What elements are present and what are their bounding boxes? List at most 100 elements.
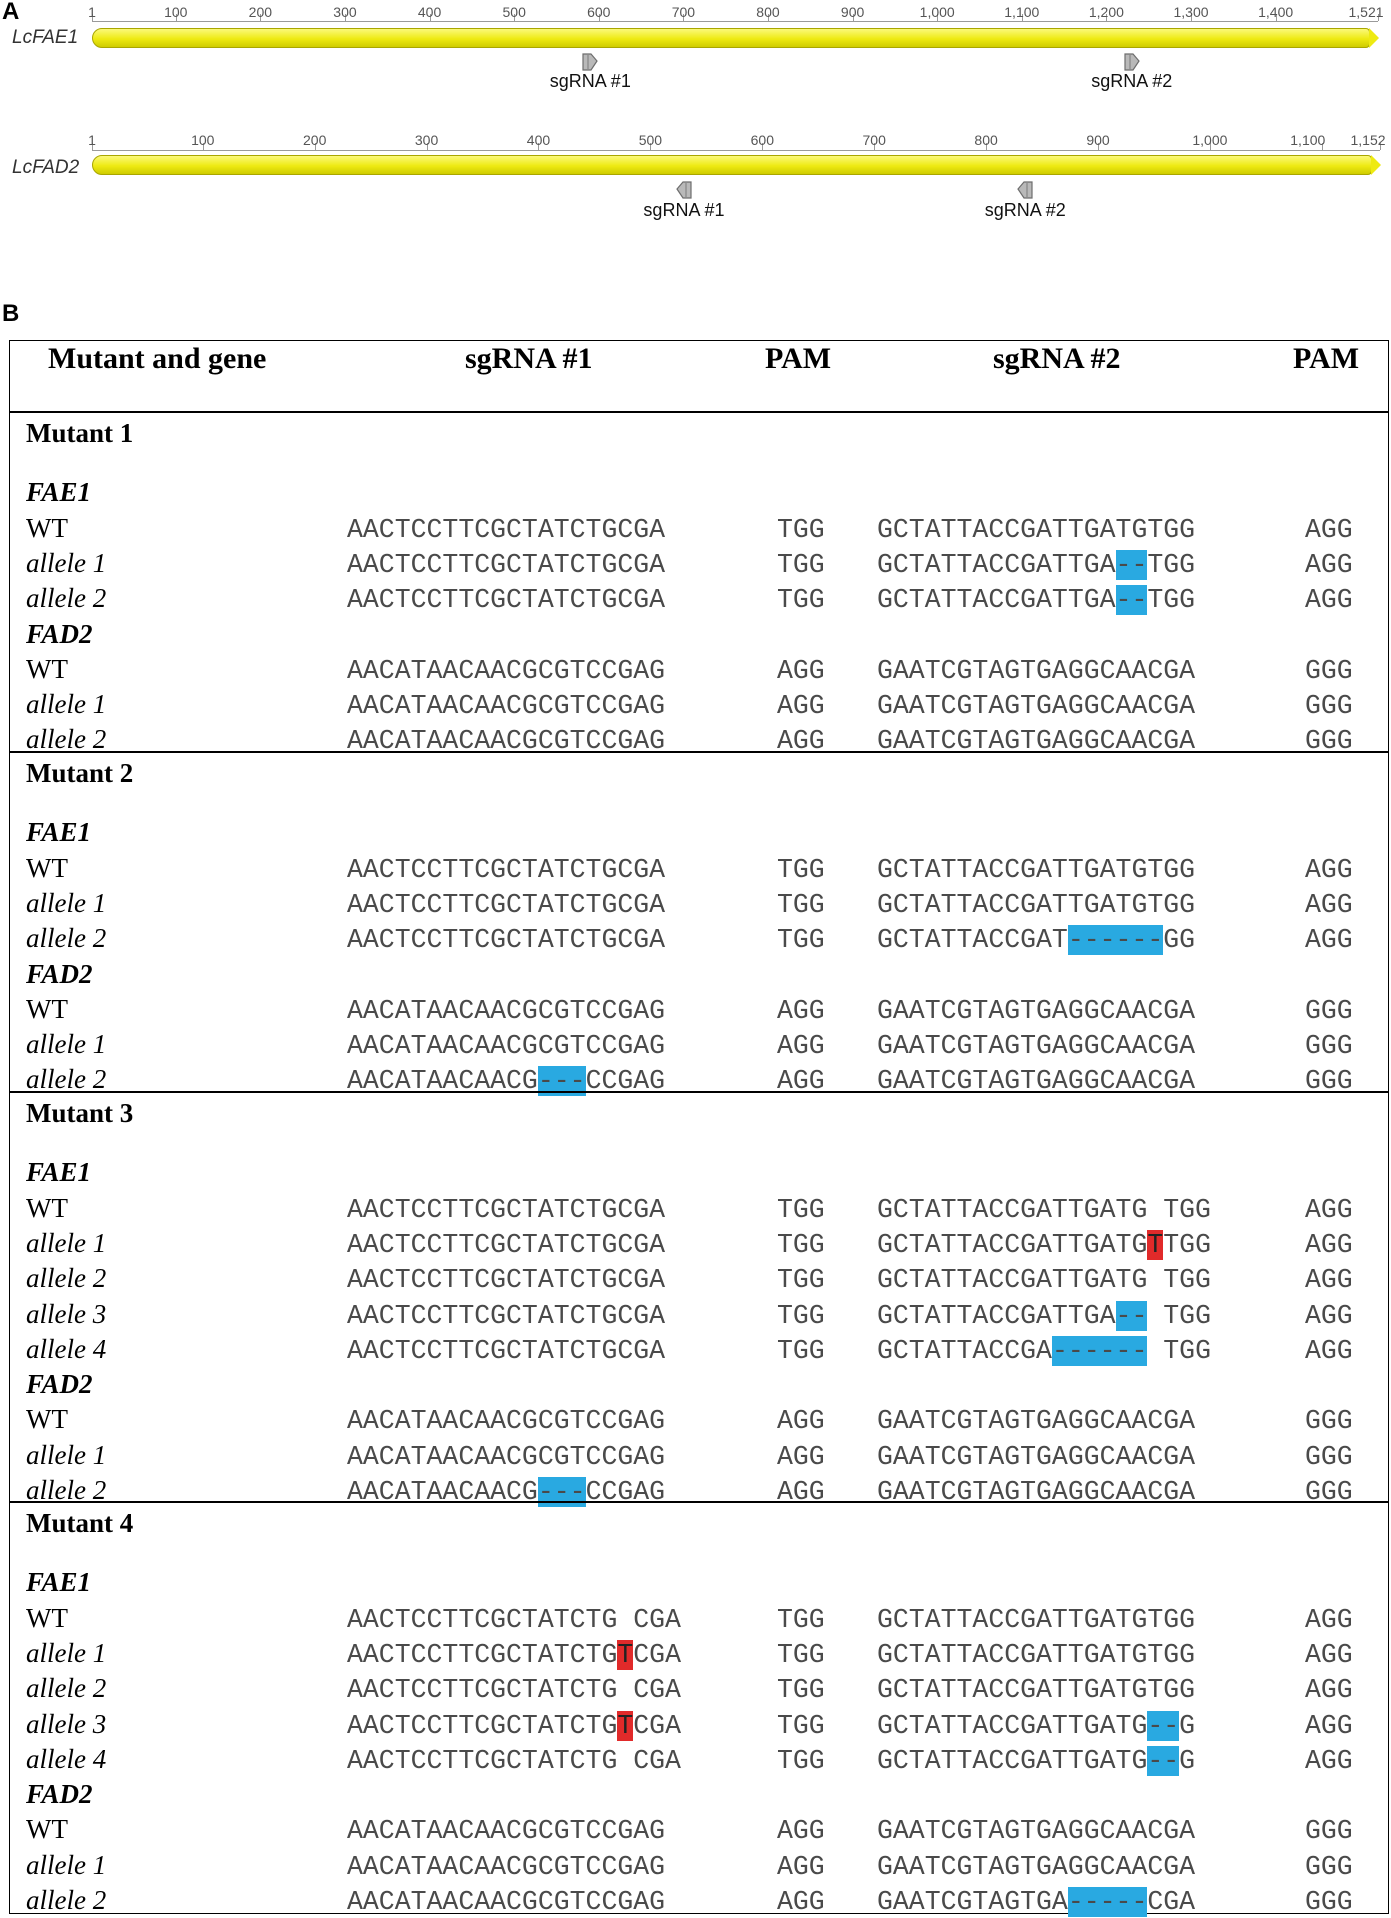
row-label: allele 2	[26, 583, 107, 614]
pam-sequence: AGG	[1305, 854, 1353, 885]
sequence-sgrna1: AACATAACAACGCGTCCGAG	[347, 1031, 666, 1062]
pam-sequence: AGG	[1305, 1675, 1353, 1706]
pam-sequence: GGG	[1305, 1816, 1353, 1847]
pam-sequence: AGG	[1305, 889, 1353, 920]
sequence-sgrna2: GAATCGTAGTGAGGCAACGA	[877, 655, 1196, 686]
sequence-sgrna1: AACTCCTTCGCTATCTGCGA	[347, 1335, 666, 1366]
sequence-sgrna2: GCTATTACCGATTGA--TGG	[877, 549, 1196, 580]
ruler-tick	[762, 143, 764, 150]
ruler-tick-label: 1,100	[1290, 132, 1326, 148]
ruler-tick-label: 1,000	[919, 4, 955, 20]
sequence-sgrna2: GAATCGTAGTGAGGCAACGA	[877, 1441, 1196, 1472]
ruler-tick	[344, 14, 346, 21]
sequence-sgrna1: AACATAACAACGCGTCCGAG	[347, 1406, 666, 1437]
sequence-sgrna1: AACATAACAACG---CCGAG	[347, 1477, 666, 1508]
sequence-sgrna1: AACTCCTTCGCTATCTGCGA	[347, 549, 666, 580]
gene-track-name: LcFAD2	[12, 157, 80, 178]
sequence-sgrna1: AACTCCTTCGCTATCTGCGA	[347, 585, 666, 616]
pam-sequence: AGG	[777, 995, 825, 1026]
row-label: allele 1	[26, 887, 107, 918]
sequence-sgrna2: GAATCGTAGTGAGGCAACGA	[877, 691, 1196, 722]
sequence-sgrna1: AACTCCTTCGCTATCTGCGA	[347, 1265, 666, 1296]
pam-sequence: TGG	[777, 1229, 825, 1260]
row-label: WT	[26, 1404, 68, 1435]
ruler-tick	[314, 143, 316, 150]
ruler-tick-label: 600	[750, 132, 774, 148]
pam-sequence: TGG	[777, 1639, 825, 1670]
row-label: allele 2	[26, 1263, 107, 1294]
row-label: allele 1	[26, 1849, 107, 1880]
ruler-tick	[1209, 143, 1211, 150]
sequence-sgrna1: AACTCCTTCGCTATCTGTCGA	[347, 1639, 681, 1670]
ruler-tick	[538, 143, 540, 150]
gene-label: FAE1	[26, 1157, 92, 1188]
row-label: WT	[26, 653, 68, 684]
ruler-tick-label: 300	[414, 132, 439, 148]
gene-track-name: LcFAE1	[12, 27, 79, 48]
header-pam-2: PAM	[1293, 342, 1360, 375]
ruler-tick	[1380, 143, 1381, 150]
gene-label: FAD2	[26, 1369, 93, 1400]
pam-sequence: AGG	[1305, 1639, 1353, 1670]
pam-sequence: GGG	[1305, 1477, 1353, 1508]
sequence-sgrna1: AACTCCTTCGCTATCTGTCGA	[347, 1710, 681, 1741]
ruler-tick	[514, 14, 516, 21]
sequence-sgrna1: AACTCCTTCGCTATCTG CGA	[347, 1675, 681, 1706]
pam-sequence: AGG	[777, 1406, 825, 1437]
mutant-title: Mutant 2	[26, 758, 134, 788]
pam-sequence: AGG	[1305, 1335, 1353, 1366]
sequence-sgrna2: GCTATTACCGATTGA--TGG	[877, 585, 1196, 616]
sequence-sgrna1: AACTCCTTCGCTATCTGCGA	[347, 1194, 666, 1225]
insertion-highlight: T	[617, 1639, 634, 1670]
pam-sequence: TGG	[777, 889, 825, 920]
ruler-tick-label: 600	[587, 4, 611, 20]
ruler-tick-label: 300	[333, 4, 357, 20]
ruler-line	[92, 21, 1378, 22]
row-label: allele 1	[26, 1227, 107, 1258]
pam-sequence: TGG	[777, 549, 825, 580]
pam-sequence: AGG	[1305, 1745, 1353, 1776]
sequence-sgrna2: GCTATTACCGATTGATG TGG	[877, 1265, 1211, 1296]
sequence-sgrna2: GAATCGTAGTGAGGCAACGA	[877, 1031, 1196, 1062]
pam-sequence: GGG	[1305, 1441, 1353, 1472]
pam-sequence: AGG	[777, 1851, 825, 1882]
ruler-tick-label: 500	[638, 132, 663, 148]
header-pam-1: PAM	[765, 342, 832, 375]
gene-label: FAD2	[26, 1779, 93, 1810]
header-mutant-and-gene: Mutant and gene	[48, 342, 267, 375]
sequence-sgrna2: GAATCGTAGTGAGGCAACGA	[877, 1851, 1196, 1882]
ruler-tick	[767, 14, 769, 21]
sequence-sgrna1: AACATAACAACGCGTCCGAG	[347, 1851, 666, 1882]
mutation-table	[9, 340, 1389, 1914]
row-label: allele 1	[26, 1439, 107, 1470]
pam-sequence: AGG	[1305, 585, 1353, 616]
sequence-sgrna2: GCTATTACCGATTGATG--G	[877, 1710, 1196, 1741]
pam-sequence: AGG	[777, 1031, 825, 1062]
pam-sequence: AGG	[777, 1441, 825, 1472]
ruler-tick-label: 100	[191, 132, 215, 148]
pam-sequence: AGG	[777, 1816, 825, 1847]
pam-sequence: AGG	[1305, 1229, 1353, 1260]
ruler-tick-label: 500	[502, 4, 526, 20]
ruler-tick-label: 200	[302, 132, 327, 148]
pam-sequence: TGG	[777, 1265, 825, 1296]
pam-sequence: AGG	[1305, 1194, 1353, 1225]
mutant-title: Mutant 3	[26, 1098, 134, 1128]
header-sgrna-1: sgRNA #1	[465, 342, 593, 375]
panel-a-letter: A	[2, 0, 20, 25]
sgrna-arrow-icon	[676, 181, 692, 199]
gene-track: LcFAD2 1 100 200 300 400 500 600 700 800 900 1,000 1…	[0, 130, 1391, 240]
ruler-tick	[852, 14, 854, 21]
sequence-sgrna2: GCTATTACCGATTGATGTGG	[877, 889, 1196, 920]
sequence-sgrna2: GAATCGTAGTGAGGCAACGA	[877, 1816, 1196, 1847]
row-label: WT	[26, 1814, 68, 1845]
pam-sequence: AGG	[777, 691, 825, 722]
mutant-separator	[9, 1501, 1389, 1503]
sequence-sgrna1: AACATAACAACGCGTCCGAG	[347, 691, 666, 722]
row-label: allele 4	[26, 1333, 107, 1364]
pam-sequence: AGG	[1305, 1604, 1353, 1635]
ruler-tick	[202, 143, 204, 150]
ruler-tick	[598, 14, 600, 21]
ruler-tick-label: 800	[756, 4, 780, 20]
ruler-tick	[260, 14, 262, 21]
